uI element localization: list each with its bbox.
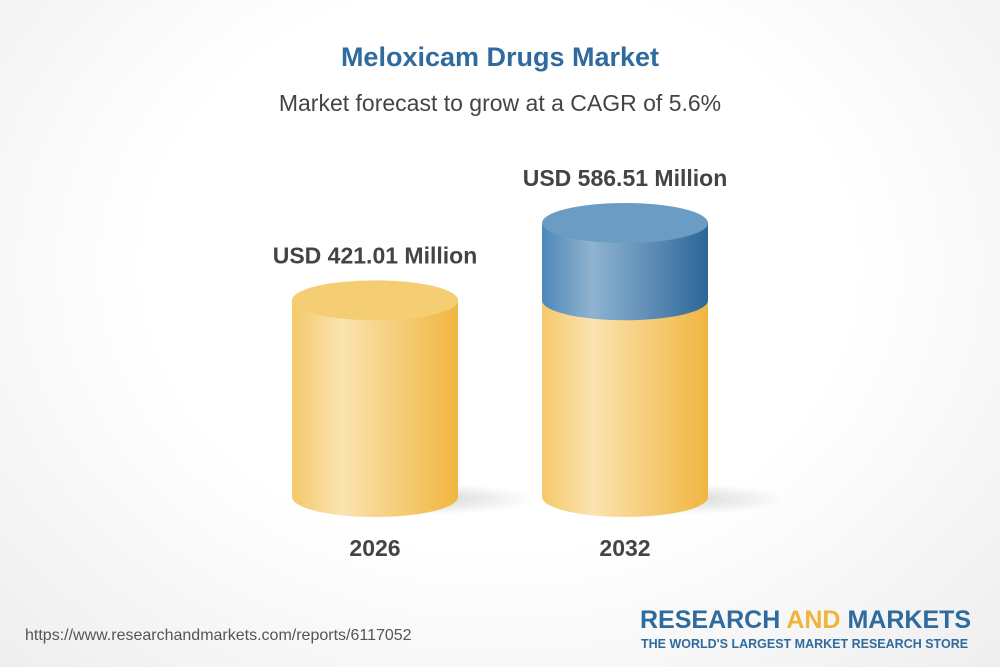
chart-subtitle: Market forecast to grow at a CAGR of 5.6… <box>278 90 722 116</box>
logo: RESEARCH AND MARKETS <box>640 606 972 634</box>
bar-growth-2032 <box>542 223 708 321</box>
category-label: 2026 <box>349 535 400 561</box>
source-url[interactable]: https://www.researchandmarkets.com/repor… <box>25 627 412 644</box>
data-label: USD 421.01 Million <box>273 242 478 268</box>
bar-base-2026 <box>292 300 458 517</box>
bar-top <box>292 280 458 321</box>
bar-base-2032 <box>542 300 708 517</box>
category-label: 2032 <box>599 535 650 561</box>
data-label: USD 586.51 Million <box>523 165 728 191</box>
bar-top <box>542 203 708 243</box>
chart-title: Meloxicam Drugs Market <box>340 42 660 72</box>
logo-tagline: THE WORLD'S LARGEST MARKET RESEARCH STOR… <box>641 637 969 651</box>
